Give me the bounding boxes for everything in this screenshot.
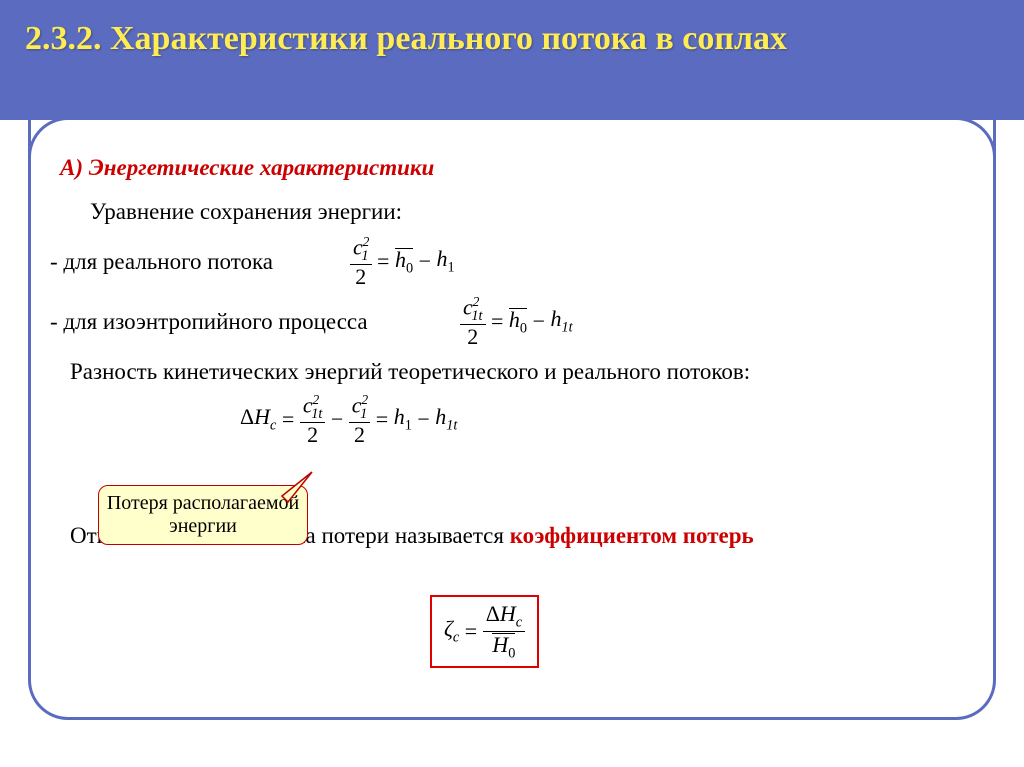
slide-title: 2.3.2. Характеристики реального потока в…	[25, 20, 787, 57]
eq-row-isentropic: - для изоэнтропийного процесса c21t2 = h…	[60, 293, 970, 353]
label-isentropic: - для изоэнтропийного процесса	[50, 309, 368, 335]
equation-loss-coefficient-box: ζc = ΔHc H0	[430, 595, 539, 668]
callout-line1: Потеря располагаемой	[107, 492, 299, 514]
callout-loss-energy: Потеря располагаемой энергии	[98, 485, 308, 545]
energy-eq-intro: Уравнение сохранения энергии:	[90, 199, 970, 225]
label-real-flow: - для реального потока	[50, 249, 273, 275]
section-heading: А) Энергетические характеристики	[60, 155, 970, 181]
equation-loss-coefficient: ζc = ΔHc H0	[444, 603, 525, 660]
eq-row-delta-h: ΔHc = c21t2 − c212 = h1 − h1t	[60, 393, 970, 451]
equation-real-flow: c212 = h0 − h1	[350, 235, 455, 288]
eq-row-real: - для реального потока c212 = h0 − h1	[60, 233, 970, 293]
content-area: А) Энергетические характеристики Уравнен…	[60, 145, 970, 557]
slide-title-bar: 2.3.2. Характеристики реального потока в…	[0, 0, 1024, 120]
slide: 2.3.2. Характеристики реального потока в…	[0, 0, 1024, 767]
equation-delta-h: ΔHc = c21t2 − c212 = h1 − h1t	[240, 393, 457, 446]
equation-isentropic: c21t2 = h0 − h1t	[460, 295, 573, 348]
coef-term: коэффициентом потерь	[510, 523, 754, 548]
callout-line2: энергии	[169, 515, 237, 537]
diff-text: Разность кинетических энергий теоретичес…	[70, 359, 970, 385]
